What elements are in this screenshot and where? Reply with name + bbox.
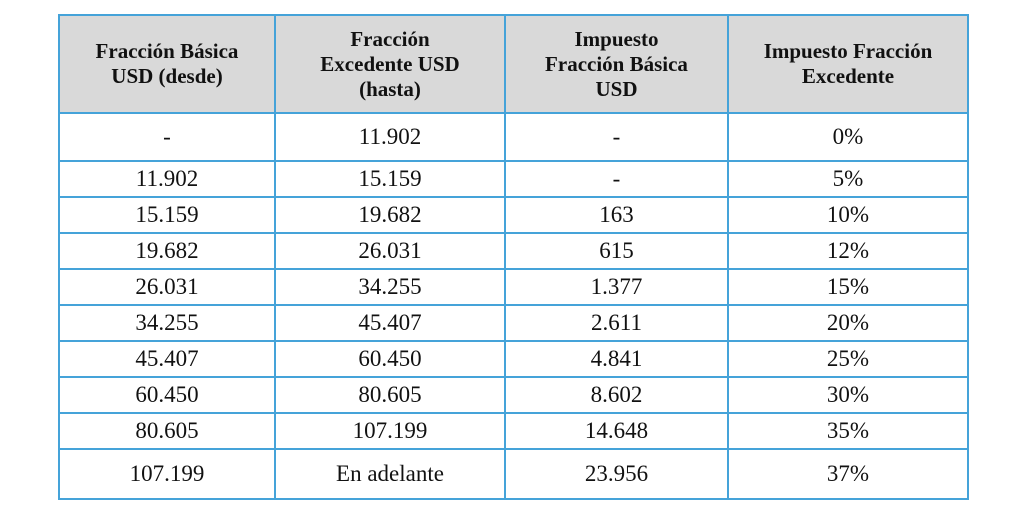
- table-row: 80.605 107.199 14.648 35%: [58, 412, 969, 450]
- table-cell: 20%: [727, 304, 969, 342]
- header-line: Impuesto: [574, 26, 659, 51]
- header-line: Fracción Básica: [545, 51, 688, 76]
- table-body: -11.902-0% 11.902 15.159-5% 15.159 19.682 163…: [58, 112, 969, 500]
- table-cell: 80.605: [58, 412, 276, 450]
- table-cell: 2.611: [504, 304, 729, 342]
- table-cell: 19.682: [274, 196, 506, 234]
- header-line: Impuesto Fracción: [763, 39, 933, 63]
- table-cell: -: [504, 160, 729, 198]
- tax-table: Fracción Básica USD (desde) Fracción Excede…: [58, 14, 969, 500]
- table-cell: 60.450: [274, 340, 506, 378]
- table-row: -11.902-0%: [58, 112, 969, 162]
- table-cell: En adelante: [274, 448, 506, 500]
- table-row: 15.159 19.682 163 10%: [58, 196, 969, 234]
- table-cell: 23.956: [504, 448, 729, 500]
- table-cell: 80.605: [274, 376, 506, 414]
- table-row: 107.199 En adelante 23.956 37%: [58, 448, 969, 500]
- header-line: (hasta): [359, 76, 421, 101]
- table-cell: 35%: [727, 412, 969, 450]
- header-cell: Impuesto Fracción Básica USD: [504, 14, 729, 114]
- table-cell: 15.159: [58, 196, 276, 234]
- table-row: 26.031 34.255 1.377 15%: [58, 268, 969, 306]
- header-cell: Impuesto Fracción Excedente: [727, 14, 969, 114]
- header-cell: Fracción Excedente USD (hasta): [274, 14, 506, 114]
- table-cell: 34.255: [274, 268, 506, 306]
- table-cell: 26.031: [274, 232, 506, 270]
- table-row: 34.255 45.407 2.611 20%: [58, 304, 969, 342]
- table-cell: 163: [504, 196, 729, 234]
- table-row: 19.682 26.031 615 12%: [58, 232, 969, 270]
- table-cell: 14.648: [504, 412, 729, 450]
- table-cell: -: [58, 112, 276, 162]
- table-cell: 45.407: [58, 340, 276, 378]
- table-row: 11.902 15.159-5%: [58, 160, 969, 198]
- table-cell: 11.902: [274, 112, 506, 162]
- table-cell: 26.031: [58, 268, 276, 306]
- table-row: 60.450 80.605 8.602 30%: [58, 376, 969, 414]
- table-cell: 12%: [727, 232, 969, 270]
- table-cell: 15%: [727, 268, 969, 306]
- table-cell: 45.407: [274, 304, 506, 342]
- table-cell: 615: [504, 232, 729, 270]
- table-row: 45.407 60.450 4.841 25%: [58, 340, 969, 378]
- header-line: USD (desde): [111, 64, 223, 88]
- table-cell: 10%: [727, 196, 969, 234]
- table-cell: 8.602: [504, 376, 729, 414]
- table-cell: 107.199: [274, 412, 506, 450]
- table-cell: 25%: [727, 340, 969, 378]
- table-cell: 19.682: [58, 232, 276, 270]
- header-line: Excedente USD: [320, 51, 460, 76]
- table-cell: 1.377: [504, 268, 729, 306]
- header-line: USD: [595, 76, 638, 101]
- table-cell: 34.255: [58, 304, 276, 342]
- table-cell: 107.199: [58, 448, 276, 500]
- table-cell: 4.841: [504, 340, 729, 378]
- header-row: Fracción Básica USD (desde) Fracción Excede…: [58, 14, 969, 114]
- table-cell: 30%: [727, 376, 969, 414]
- header-line: Excedente: [801, 64, 895, 88]
- table-cell: 5%: [727, 160, 969, 198]
- table-cell: 0%: [727, 112, 969, 162]
- table-cell: 37%: [727, 448, 969, 500]
- header-line: Fracción: [350, 26, 430, 51]
- table-cell: 15.159: [274, 160, 506, 198]
- table-cell: 60.450: [58, 376, 276, 414]
- table-cell: -: [504, 112, 729, 162]
- header-cell: Fracción Básica USD (desde): [58, 14, 276, 114]
- table-cell: 11.902: [58, 160, 276, 198]
- header-line: Fracción Básica: [95, 39, 239, 63]
